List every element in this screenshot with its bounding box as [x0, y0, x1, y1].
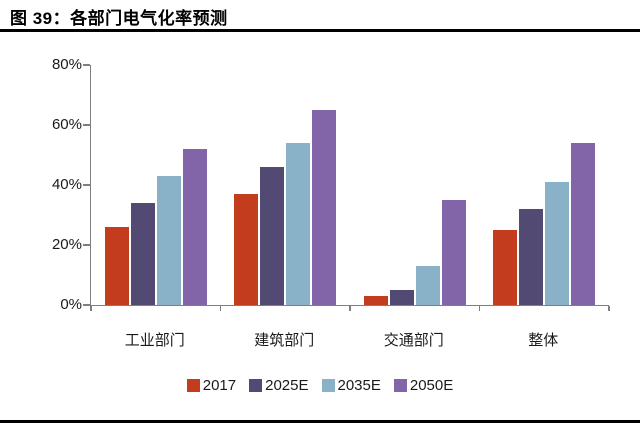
x-axis-label-整体: 整体: [528, 332, 559, 349]
legend-item-2025E: 2025E: [249, 377, 309, 394]
x-axis-tick: [349, 306, 351, 311]
y-axis-label-60: 60%: [51, 116, 82, 133]
bar-group-整体: [480, 65, 610, 305]
legend-item-2050E: 2050E: [393, 377, 454, 394]
x-axis-label-建筑部门: 建筑部门: [254, 332, 315, 349]
chart-legend: 2017 2025E 2035E 2050E: [0, 377, 640, 394]
figure-title: 图 39：各部门电气化率预测: [10, 9, 228, 28]
legend-swatch-2035E: [321, 379, 335, 392]
x-axis-label-工业部门: 工业部门: [124, 332, 185, 349]
y-axis-label-20: 20%: [51, 236, 82, 253]
bar-2025E-交通部门: [389, 290, 414, 305]
x-axis-tick: [478, 306, 480, 311]
bar-2025E-整体: [519, 209, 544, 305]
x-axis-tick: [90, 306, 92, 311]
bar-2025E-工业部门: [130, 203, 155, 305]
legend-swatch-2025E: [249, 379, 263, 392]
y-axis-tick: [83, 244, 90, 246]
title-rule: [0, 29, 640, 32]
legend-item-2035E: 2035E: [321, 377, 381, 394]
bar-group-建筑部门: [221, 65, 351, 305]
legend-label-2050E: 2050E: [409, 377, 454, 394]
bottom-rule: [0, 420, 640, 423]
bar-2017-建筑部门: [234, 194, 259, 305]
bar-2035E-建筑部门: [286, 143, 311, 305]
x-axis-tick: [608, 306, 610, 311]
bar-2017-交通部门: [363, 296, 388, 305]
y-axis-label-40: 40%: [51, 176, 82, 193]
y-axis-tick: [83, 124, 90, 126]
legend-swatch-2017: [186, 379, 200, 392]
legend-swatch-2050E: [393, 379, 407, 392]
y-axis-label-0: 0%: [60, 296, 82, 313]
legend-label-2017: 2017: [202, 377, 237, 394]
bar-group-工业部门: [91, 65, 221, 305]
bar-2050E-交通部门: [441, 200, 466, 305]
x-axis-label-交通部门: 交通部门: [383, 332, 444, 349]
bar-2017-工业部门: [104, 227, 129, 305]
x-axis-tick: [219, 306, 221, 311]
plot-area: [90, 65, 609, 306]
bar-2050E-整体: [571, 143, 596, 305]
bar-2025E-建筑部门: [260, 167, 285, 305]
bar-2050E-建筑部门: [312, 110, 337, 305]
legend-label-2025E: 2025E: [265, 377, 309, 394]
bar-group-交通部门: [350, 65, 480, 305]
legend-label-2035E: 2035E: [337, 377, 381, 394]
y-axis-tick: [83, 64, 90, 66]
y-axis-tick: [83, 184, 90, 186]
bar-2035E-整体: [545, 182, 570, 305]
y-axis-label-80: 80%: [51, 56, 82, 73]
bar-2035E-交通部门: [415, 266, 440, 305]
bar-2050E-工业部门: [182, 149, 207, 305]
y-axis-tick: [83, 304, 90, 306]
legend-item-2017: 2017: [186, 377, 237, 394]
bar-2017-整体: [493, 230, 518, 305]
bar-2035E-工业部门: [156, 176, 181, 305]
